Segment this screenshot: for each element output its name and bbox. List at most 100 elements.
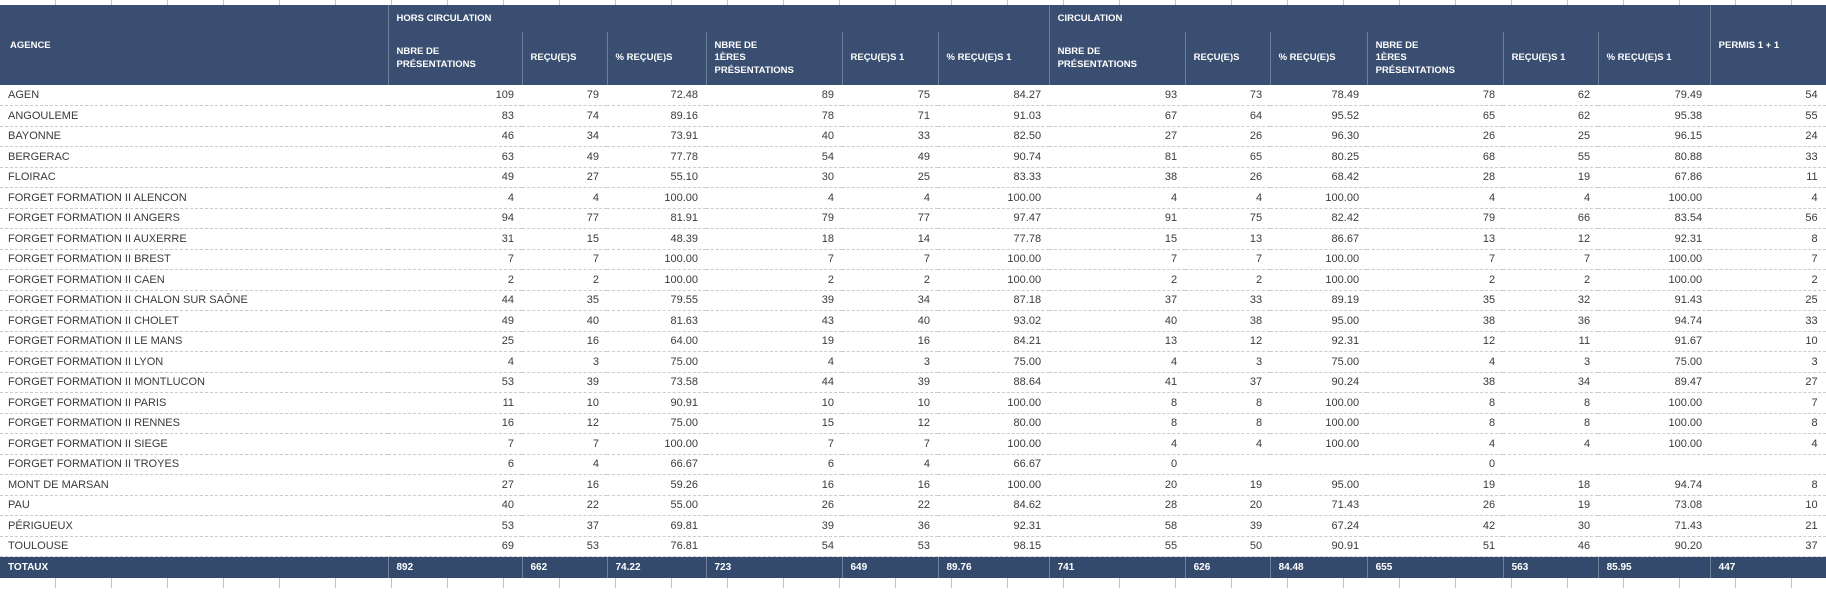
value-cell: 4 (1367, 187, 1504, 209)
table-row[interactable]: BERGERAC 63 49 77.78 54 49 90.74 81 65 80.25 68 55 8… (0, 146, 1826, 168)
value-cell: 20 (1185, 495, 1271, 516)
table-row[interactable]: FORGET FORMATION II PARIS 11 10 90.91 10 10 10… (0, 392, 1826, 414)
value-cell: 79 (706, 208, 842, 229)
value-cell: 27 (388, 474, 522, 496)
value-cell: 4 (842, 454, 938, 475)
value-cell: 75.00 (938, 351, 1050, 373)
col-header-hc-pct-recues[interactable]: % REÇU(E)S (606, 32, 706, 85)
value-cell: 8 (1710, 474, 1826, 496)
value-cell: 90.91 (607, 392, 706, 414)
table-row[interactable]: FORGET FORMATION II AUXERRE 31 15 48.39 18 14… (0, 228, 1826, 250)
col-header-hc-nbre-1eres-presentations[interactable]: NBRE DE 1ÈRES PRÉSENTATIONS (705, 32, 842, 85)
bottom-ruler (0, 577, 1826, 588)
value-cell: 94.74 (1598, 310, 1711, 332)
value-cell: 30 (706, 167, 842, 188)
value-cell: 75.00 (607, 413, 706, 434)
value-cell: 19 (1503, 167, 1599, 188)
value-cell: 95.00 (1270, 474, 1368, 496)
col-header-c-pct-recues[interactable]: % REÇU(E)S (1269, 32, 1368, 85)
value-cell: 82.42 (1270, 208, 1368, 229)
value-cell: 25 (1503, 126, 1599, 147)
value-cell: 7 (388, 433, 522, 455)
value-cell: 4 (1049, 351, 1186, 373)
table-row[interactable]: FORGET FORMATION II RENNES 16 12 75.00 15 12 8… (0, 413, 1826, 434)
agency-name-cell: FORGET FORMATION II LE MANS (0, 331, 388, 352)
table-row[interactable]: FORGET FORMATION II ANGERS 94 77 81.91 79 77 9… (0, 208, 1826, 229)
value-cell: 2 (706, 269, 842, 291)
table-row[interactable]: FORGET FORMATION II ALENCON 4 4 100.00 4 4 100… (0, 187, 1826, 209)
value-cell: 88.64 (938, 372, 1050, 393)
value-cell: 100.00 (1270, 433, 1368, 455)
col-header-c-recues[interactable]: REÇU(E)S (1184, 32, 1271, 85)
value-cell: 100.00 (938, 433, 1050, 455)
value-cell: 19 (1185, 474, 1271, 496)
value-cell: 49 (842, 146, 938, 168)
col-header-c-nbre-1eres-presentations[interactable]: NBRE DE 1ÈRES PRÉSENTATIONS (1366, 32, 1504, 85)
col-header-c-recues-1[interactable]: REÇU(E)S 1 (1502, 32, 1599, 85)
value-cell: 2 (522, 269, 607, 291)
total-value-cell: 447 (1709, 556, 1826, 578)
table-row[interactable]: FORGET FORMATION II CHOLET 49 40 81.63 43 40 9… (0, 310, 1826, 332)
value-cell: 36 (842, 515, 938, 537)
table-row[interactable]: FORGET FORMATION II CHALON SUR SAÔNE 44 35… (0, 290, 1826, 311)
col-header-hc-pct-recues-1[interactable]: % REÇU(E)S 1 (937, 32, 1050, 85)
col-header-hc-recues-1[interactable]: REÇU(E)S 1 (841, 32, 938, 85)
table-row[interactable]: AGEN 109 79 72.48 89 75 84.27 93 73 78.49 78 62 79.4… (0, 85, 1826, 106)
col-header-c-pct-recues-1[interactable]: % REÇU(E)S 1 (1597, 32, 1711, 85)
value-cell: 100.00 (938, 187, 1050, 209)
value-cell: 100.00 (938, 474, 1050, 496)
value-cell: 2 (1049, 269, 1186, 291)
value-cell: 75 (1185, 208, 1271, 229)
table-row[interactable]: ANGOULEME 83 74 89.16 78 71 91.03 67 64 95.52 65 62… (0, 105, 1826, 127)
value-cell: 59.26 (607, 474, 706, 496)
value-cell: 26 (1367, 126, 1504, 147)
value-cell: 16 (706, 474, 842, 496)
table-row[interactable]: TOULOUSE 69 53 76.81 54 53 98.15 55 50 90.91 51 46 9… (0, 536, 1826, 557)
table-row[interactable]: BAYONNE 46 34 73.91 40 33 82.50 27 26 96.30 26 25 96… (0, 126, 1826, 147)
table-row[interactable]: FORGET FORMATION II TROYES 6 4 66.67 6 4 66.67… (0, 454, 1826, 475)
col-header-hc-nbre-presentations[interactable]: NBRE DE PRÉSENTATIONS (387, 32, 522, 85)
value-cell: 8 (1503, 392, 1599, 414)
value-cell: 68.42 (1270, 167, 1368, 188)
value-cell: 100.00 (1270, 413, 1368, 434)
table-row[interactable]: PAU 40 22 55.00 26 22 84.62 28 20 71.43 26 19 73.08 1… (0, 495, 1826, 516)
value-cell: 15 (706, 413, 842, 434)
value-cell: 13 (1185, 228, 1271, 250)
value-cell: 37 (1710, 536, 1826, 557)
value-cell: 36 (1503, 310, 1599, 332)
table-row[interactable]: FORGET FORMATION II MONTLUCON 53 39 73.58 44… (0, 372, 1826, 393)
value-cell: 8 (1503, 413, 1599, 434)
value-cell: 80.25 (1270, 146, 1368, 168)
table-row[interactable]: FORGET FORMATION II LE MANS 25 16 64.00 19 16… (0, 331, 1826, 352)
col-group-circulation: CIRCULATION (1048, 5, 1711, 32)
table-row[interactable]: FORGET FORMATION II BREST 7 7 100.00 7 7 100.0… (0, 249, 1826, 270)
value-cell: 3 (1503, 351, 1599, 373)
value-cell: 66.67 (938, 454, 1050, 475)
table-row[interactable]: FORGET FORMATION II CAEN 2 2 100.00 2 2 100.00… (0, 269, 1826, 291)
value-cell: 89.47 (1598, 372, 1711, 393)
value-cell: 65 (1185, 146, 1271, 168)
table-row[interactable]: FORGET FORMATION II SIEGE 7 7 100.00 7 7 100.0… (0, 433, 1826, 455)
table-row[interactable]: FORGET FORMATION II LYON 4 3 75.00 4 3 75.00 4 3… (0, 351, 1826, 373)
value-cell: 75.00 (1598, 351, 1711, 373)
value-cell: 55 (1710, 105, 1826, 127)
col-header-hc-recues[interactable]: REÇU(E)S (521, 32, 607, 85)
col-header-agence[interactable]: AGENCE (0, 5, 388, 85)
value-cell: 80.00 (938, 413, 1050, 434)
value-cell: 2 (1503, 269, 1599, 291)
table-row[interactable]: MONT DE MARSAN 27 16 59.26 16 16 100.00 20 19 95.… (0, 474, 1826, 496)
value-cell: 39 (842, 372, 938, 393)
col-header-permis-1-plus-1[interactable]: PERMIS 1 + 1 (1709, 5, 1826, 85)
table-row[interactable]: FLOIRAC 49 27 55.10 30 25 83.33 38 26 68.42 28 19 67… (0, 167, 1826, 188)
table-row[interactable]: PÉRIGUEUX 53 37 69.81 39 36 92.31 58 39 67.24 42 30… (0, 515, 1826, 537)
value-cell: 67.24 (1270, 515, 1368, 537)
value-cell: 90.91 (1270, 536, 1368, 557)
value-cell (1270, 454, 1368, 475)
col-header-c-nbre-presentations[interactable]: NBRE DE PRÉSENTATIONS (1048, 32, 1186, 85)
value-cell: 4 (1503, 433, 1599, 455)
value-cell: 0 (1367, 454, 1504, 475)
value-cell: 7 (1185, 249, 1271, 270)
value-cell: 75.00 (1270, 351, 1368, 373)
value-cell: 44 (388, 290, 522, 311)
